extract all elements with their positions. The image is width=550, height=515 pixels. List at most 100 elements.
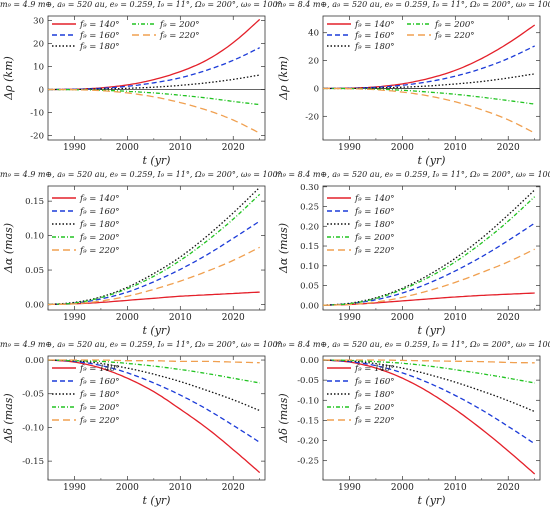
legend-label: f₉ = 180° [79, 42, 120, 52]
chart-delta-left: 1990 2000 2010 2020 0.00 -0.05 -0.10 -0.15 t (yr… [2, 355, 266, 507]
legend-entry-f200: f₉ = 200° [327, 233, 395, 243]
legend-entry-f140: f₉ = 140° [327, 20, 395, 30]
y-tick-label: 0.00 [300, 356, 319, 366]
legend-entry-f180: f₉ = 180° [52, 42, 120, 52]
legend-label: f₉ = 140° [79, 194, 120, 204]
series-line-f160 [323, 45, 535, 90]
chart-rho-right: 1990 2000 2010 2020 -20 0 20 40 t (yr) Δρ (km) f₉ … [277, 15, 541, 167]
series-line-f140 [322, 292, 535, 306]
legend-entry-f200: f₉ = 200° [52, 233, 120, 243]
y-tick-label: -0.05 [297, 376, 319, 386]
legend-entry-f220: f₉ = 220° [327, 416, 395, 426]
y-tick-label: 0 [39, 85, 44, 95]
x-tick-label: 2010 [444, 483, 467, 493]
legend-label: f₉ = 220° [79, 246, 120, 256]
legend-label: f₉ = 160° [354, 377, 395, 387]
y-axis-label: Δα (mas) [277, 223, 290, 274]
panel-title: m₉ = 8.4 m⊕, a₉ = 520 au, e₉ = 0.259, I₉… [275, 340, 550, 349]
legend-entry-f180: f₉ = 180° [327, 42, 395, 52]
legend-entry-f200: f₉ = 200° [52, 403, 120, 413]
panel-title: m₉ = 4.9 m⊕, a₉ = 520 au, e₉ = 0.259, I₉… [0, 340, 282, 349]
y-axis-label: Δρ (km) [2, 56, 15, 101]
plot-frame [47, 355, 266, 481]
legend-entry-f160: f₉ = 160° [52, 31, 120, 41]
y-tick-label: -0.15 [297, 416, 319, 426]
legend-label: f₉ = 220° [79, 416, 120, 426]
legend-label: f₉ = 200° [434, 20, 475, 30]
x-tick-label: 2020 [497, 313, 520, 323]
legend-label: f₉ = 140° [354, 194, 395, 204]
x-tick-label: 2010 [444, 313, 467, 323]
y-tick-label: 0.25 [300, 203, 319, 213]
legend-label: f₉ = 180° [354, 220, 395, 230]
panel-title: m₉ = 4.9 m⊕, a₉ = 520 au, e₉ = 0.259, I₉… [0, 170, 282, 179]
y-axis-label: Δδ (mas) [2, 393, 15, 443]
x-tick-label: 2010 [444, 143, 467, 153]
y-tick-label: 0.05 [300, 282, 319, 292]
series-line-f160 [47, 359, 261, 443]
series-line-f160 [322, 359, 536, 445]
legend-label: f₉ = 140° [79, 20, 120, 30]
series-line-f200 [47, 193, 261, 306]
panel-title: m₉ = 8.4 m⊕, a₉ = 520 au, e₉ = 0.259, I₉… [275, 170, 550, 179]
legend-entry-f220: f₉ = 220° [52, 416, 120, 426]
series-line-f220 [323, 359, 535, 364]
series-line-f200 [323, 359, 535, 384]
chart-alpha-left: 1990 2000 2010 2020 0.00 0.05 0.10 0.15 t (yr) Δα… [2, 185, 266, 337]
legend-entry-f140: f₉ = 140° [52, 364, 120, 374]
legend-entry-f140: f₉ = 140° [52, 20, 120, 30]
x-axis-label: t (yr) [418, 494, 446, 507]
legend-entry-f140: f₉ = 140° [52, 194, 120, 204]
legend-entry-f180: f₉ = 180° [327, 390, 395, 400]
series-line-f140 [322, 359, 536, 475]
panel-title: m₉ = 4.9 m⊕, a₉ = 520 au, e₉ = 0.259, I₉… [0, 0, 282, 9]
y-tick-label: 0.00 [300, 301, 319, 311]
legend-label: f₉ = 200° [79, 233, 120, 243]
x-tick-label: 1990 [63, 143, 86, 153]
legend-entry-f200: f₉ = 200° [132, 20, 200, 30]
legend-label: f₉ = 220° [354, 416, 395, 426]
x-tick-label: 1990 [63, 483, 86, 493]
legend-entry-f180: f₉ = 180° [52, 220, 120, 230]
series-line-f220 [48, 88, 260, 134]
series-line-f140 [48, 291, 260, 306]
panel-alpha-left: m₉ = 4.9 m⊕, a₉ = 520 au, e₉ = 0.259, I₉… [0, 170, 282, 340]
x-axis-label: t (yr) [418, 154, 446, 167]
legend-entry-f220: f₉ = 220° [327, 246, 395, 256]
x-tick-label: 2000 [116, 143, 139, 153]
x-tick-label: 1990 [63, 313, 86, 323]
legend-label: f₉ = 220° [159, 31, 200, 41]
y-tick-label: -20 [305, 112, 319, 122]
series-line-f220 [48, 246, 260, 306]
x-tick-label: 2000 [391, 143, 414, 153]
legend-label: f₉ = 160° [79, 377, 120, 387]
x-tick-label: 2020 [497, 143, 520, 153]
series-line-f220 [48, 359, 260, 364]
y-tick-label: 0.15 [25, 197, 44, 207]
x-tick-label: 2010 [169, 143, 192, 153]
legend-label: f₉ = 160° [79, 207, 120, 217]
legend-entry-f220: f₉ = 220° [52, 246, 120, 256]
legend-entry-f220: f₉ = 220° [132, 31, 200, 41]
y-tick-label: 0.20 [300, 222, 319, 232]
panel-title: m₉ = 8.4 m⊕, a₉ = 520 au, e₉ = 0.259, I₉… [275, 0, 550, 9]
legend-label: f₉ = 140° [79, 364, 120, 374]
series-line-f180 [47, 359, 260, 412]
legend-entry-f200: f₉ = 200° [407, 20, 475, 30]
x-tick-label: 2000 [391, 313, 414, 323]
y-tick-label: 0.00 [25, 300, 44, 310]
y-tick-label: -0.10 [22, 423, 44, 433]
y-tick-label: 20 [33, 40, 44, 50]
legend-label: f₉ = 180° [354, 390, 395, 400]
series-line-f220 [322, 248, 535, 306]
x-tick-label: 2000 [116, 483, 139, 493]
y-tick-label: -0.15 [22, 457, 44, 467]
series-line-f180 [322, 189, 536, 306]
legend-entry-f180: f₉ = 180° [327, 220, 395, 230]
plot-frame [322, 15, 541, 141]
y-tick-label: 0.10 [300, 262, 319, 272]
legend-label: f₉ = 200° [354, 233, 395, 243]
x-axis-label: t (yr) [143, 324, 171, 337]
panel-delta-right: m₉ = 8.4 m⊕, a₉ = 520 au, e₉ = 0.259, I₉… [275, 340, 550, 511]
